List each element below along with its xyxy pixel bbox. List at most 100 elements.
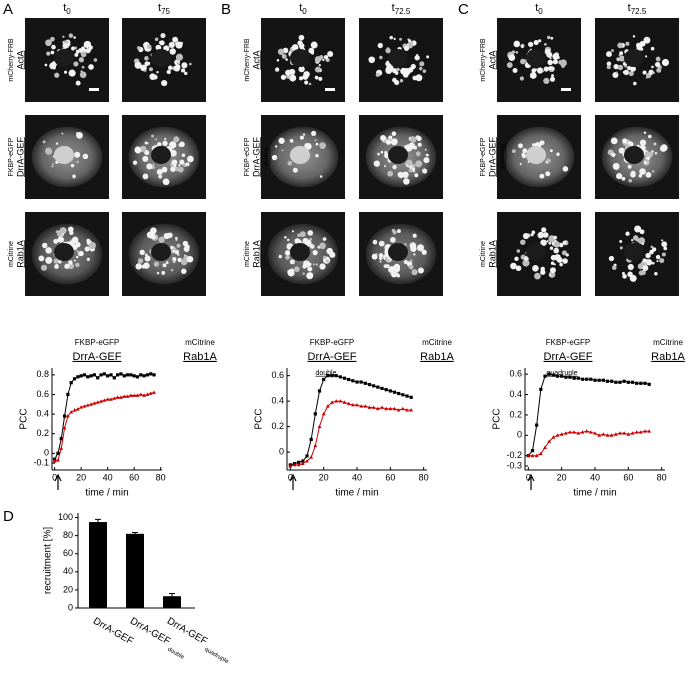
organelle <box>643 131 647 134</box>
organelle <box>287 238 290 242</box>
error-bar <box>95 518 101 525</box>
organelle <box>137 258 144 264</box>
organelle <box>38 255 45 262</box>
point <box>547 372 551 376</box>
point <box>62 425 67 430</box>
organelle <box>645 171 652 178</box>
point <box>380 386 384 390</box>
organelle <box>551 74 554 77</box>
organelle <box>403 178 410 185</box>
organelle <box>608 255 615 262</box>
point <box>614 380 618 384</box>
organelle <box>297 40 303 46</box>
point <box>95 400 100 404</box>
organelle <box>78 250 84 257</box>
time-sub: 72.5 <box>631 7 647 16</box>
point <box>309 455 314 459</box>
point <box>559 432 564 436</box>
y-tick-label: -0.3 <box>506 460 522 470</box>
organelle <box>136 46 141 50</box>
organelle <box>378 253 384 258</box>
organelle <box>506 62 513 68</box>
x-tick-label: 80 <box>657 472 667 482</box>
point <box>122 394 127 398</box>
organelle <box>135 263 142 270</box>
organelle <box>413 253 416 256</box>
organelle <box>83 40 91 49</box>
organelle <box>634 225 642 233</box>
nucleus <box>151 243 171 261</box>
nucleus <box>290 49 310 67</box>
row-name: ActA <box>15 50 25 69</box>
organelle <box>284 236 287 239</box>
x-tick-label: 20 <box>557 472 567 482</box>
organelle <box>57 259 62 264</box>
organelle <box>76 255 79 259</box>
organelle <box>162 140 168 146</box>
organelle <box>292 167 298 173</box>
organelle <box>654 271 658 276</box>
time-base: t <box>392 2 395 14</box>
organelle <box>307 272 314 279</box>
nucleus <box>54 243 74 261</box>
organelle <box>322 237 327 241</box>
point <box>313 443 318 448</box>
organelle <box>377 42 383 49</box>
organelle <box>314 139 317 142</box>
organelle <box>660 144 668 152</box>
organelle <box>161 79 168 87</box>
organelle <box>176 243 181 248</box>
point <box>296 462 301 467</box>
point <box>375 406 380 411</box>
organelle <box>78 57 85 63</box>
point <box>115 395 120 399</box>
organelle <box>391 131 397 136</box>
point <box>75 407 80 411</box>
nucleus <box>526 243 546 261</box>
organelle <box>161 271 166 275</box>
legend-subscript: double <box>315 370 336 377</box>
organelle <box>307 230 314 236</box>
organelle <box>543 232 549 238</box>
organelle <box>561 250 567 256</box>
organelle <box>44 63 48 67</box>
point <box>102 398 107 402</box>
nucleus <box>54 49 74 67</box>
organelle <box>625 231 630 236</box>
organelle <box>613 164 618 169</box>
organelle <box>184 71 188 76</box>
organelle <box>536 67 544 74</box>
organelle <box>315 142 319 146</box>
organelle <box>185 162 190 167</box>
point <box>99 399 103 403</box>
y-tick-label: 0.2 <box>509 409 522 419</box>
organelle <box>561 64 565 68</box>
y-tick-label: 100 <box>58 512 73 522</box>
row-subscript: quadruple <box>501 143 507 170</box>
point <box>643 429 647 433</box>
legend-name: Rab1A <box>420 351 454 363</box>
organelle <box>178 164 181 167</box>
organelle <box>403 260 408 264</box>
organelle <box>518 143 523 149</box>
point <box>342 400 347 404</box>
organelle <box>318 64 321 67</box>
organelle <box>414 173 419 178</box>
organelle <box>318 76 323 81</box>
organelle <box>73 36 76 39</box>
row-name: DrrA-GEF <box>15 137 25 177</box>
point <box>647 382 651 386</box>
organelle <box>156 168 163 175</box>
point <box>96 376 100 380</box>
point <box>105 397 110 401</box>
organelle <box>394 71 399 75</box>
organelle <box>424 148 427 151</box>
organelle <box>661 252 666 257</box>
y-tick-label: 0.6 <box>509 368 522 378</box>
point <box>572 430 577 434</box>
point <box>618 380 622 384</box>
organelle <box>165 261 169 265</box>
organelle <box>134 146 142 154</box>
organelle <box>544 43 547 46</box>
organelle <box>516 249 521 253</box>
